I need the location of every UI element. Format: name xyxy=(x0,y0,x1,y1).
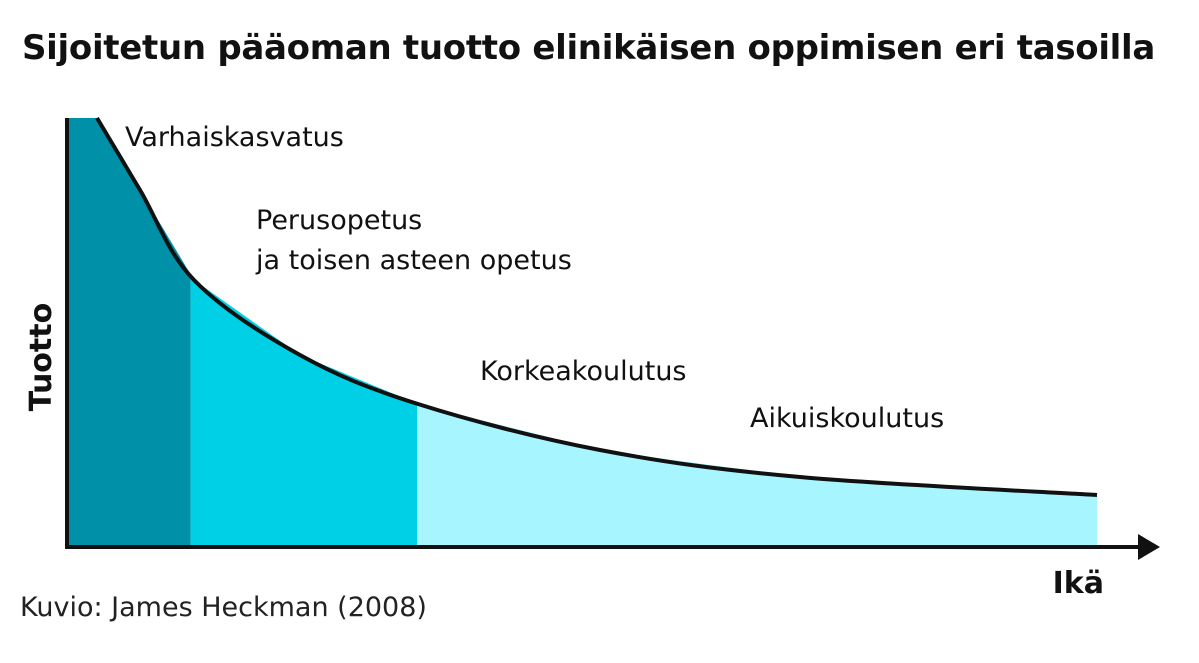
segment-labels: Varhaiskasvatus Perusopetus ja toisen aste… xyxy=(125,122,944,434)
chart-areas xyxy=(67,118,1097,546)
segment-label-4: Aikuiskoulutus xyxy=(750,403,944,434)
x-axis-label: Ikä xyxy=(1053,566,1104,601)
segment-label-2: Perusopetus ja toisen asteen opetus xyxy=(255,205,572,276)
segment-label-line: Perusopetus xyxy=(256,205,422,236)
x-axis-arrowhead xyxy=(1138,534,1160,560)
segment-label-line: Korkeakoulutus xyxy=(480,356,687,387)
segment-label-1: Varhaiskasvatus xyxy=(125,122,344,153)
chart-title: Sijoitetun pääoman tuotto elinikäisen op… xyxy=(22,28,1156,68)
source-note: Kuvio: James Heckman (2008) xyxy=(20,592,427,623)
segment-area-3 xyxy=(417,403,1097,546)
segment-label-line: ja toisen asteen opetus xyxy=(255,245,572,276)
segment-area-1 xyxy=(67,118,191,546)
return-curve xyxy=(95,116,1098,497)
segment-area-2 xyxy=(190,274,418,546)
segment-label-line: Aikuiskoulutus xyxy=(750,403,944,434)
segment-label-line: Varhaiskasvatus xyxy=(125,122,344,153)
y-axis-label: Tuotto xyxy=(24,303,59,411)
segment-label-3: Korkeakoulutus xyxy=(480,356,687,387)
